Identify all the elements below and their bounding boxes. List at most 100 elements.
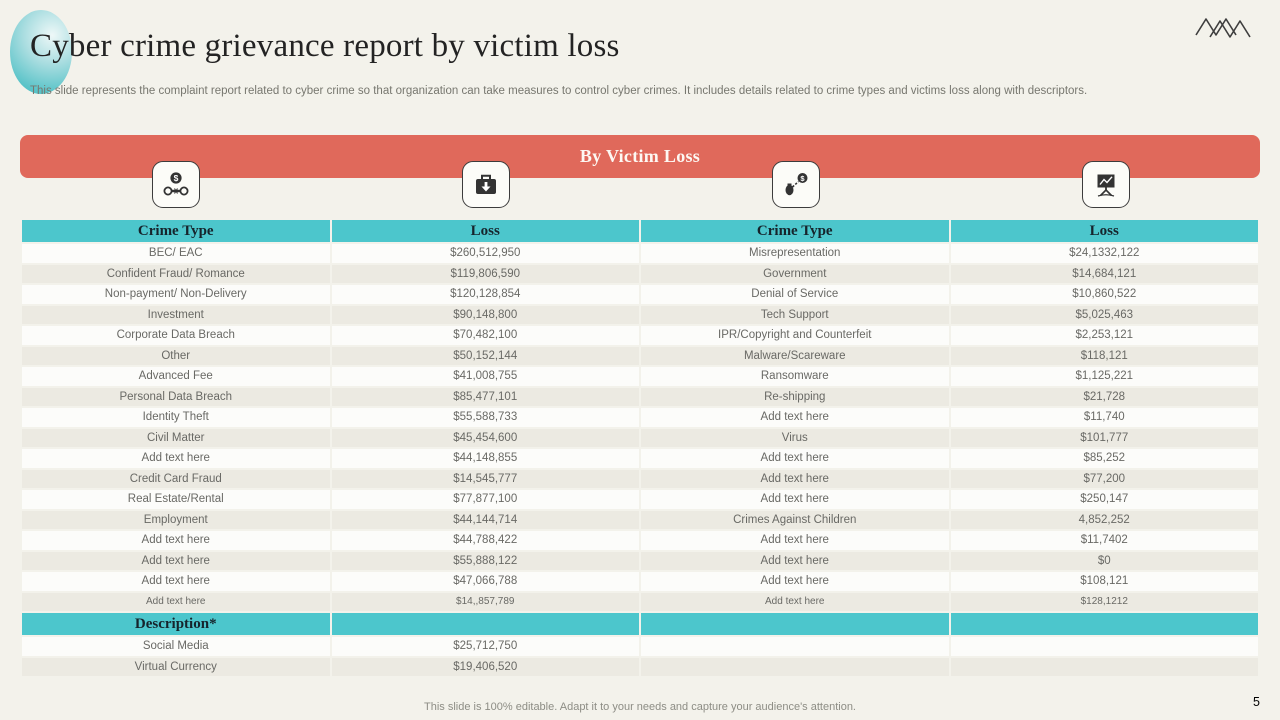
description-header-cell: Description*: [20, 611, 332, 637]
table-cell: Add text here: [20, 549, 332, 572]
table-row: Confident Fraud/ Romance $119,806,590 Gove…: [20, 262, 1260, 285]
table-head: Crime Type Loss Crime Type Loss: [20, 218, 1260, 244]
table-row: Other $50,152,144 Malware/Scareware $118,12…: [20, 344, 1260, 367]
table-cell: Confident Fraud/ Romance: [20, 262, 332, 285]
table-row: Corporate Data Breach $70,482,100 IPR/Copy…: [20, 324, 1260, 347]
table-cell: Non-payment/ Non-Delivery: [20, 283, 332, 306]
table-cell: Add text here: [639, 590, 951, 613]
table-cell: Add text here: [639, 447, 951, 470]
table-cell: Add text here: [639, 570, 951, 593]
table-cell: Civil Matter: [20, 426, 332, 449]
table-cell: Misrepresentation: [639, 242, 951, 265]
table-cell: $77,200: [948, 467, 1260, 490]
icon-box-4: [1082, 161, 1130, 208]
table-cell: $14,684,121: [948, 262, 1260, 285]
table-row: Add text here $14,,857,789 Add text here $1…: [20, 590, 1260, 613]
svg-text:$: $: [800, 174, 805, 183]
table-cell: [639, 635, 951, 658]
table-cell: $55,588,733: [329, 406, 641, 429]
table-cell: $108,121: [948, 570, 1260, 593]
table-cell: $25,712,750: [329, 635, 641, 658]
table-cell: $120,128,854: [329, 283, 641, 306]
table-row: Advanced Fee $41,008,755 Ransomware $1,125,…: [20, 365, 1260, 388]
table-cell: $11,740: [948, 406, 1260, 429]
table-cell: $1,125,221: [948, 365, 1260, 388]
table-cell: Credit Card Fraud: [20, 467, 332, 490]
header-row: Crime Type Loss Crime Type Loss: [20, 218, 1260, 244]
table-cell: Add text here: [639, 406, 951, 429]
table-row: Real Estate/Rental $77,877,100 Add text he…: [20, 488, 1260, 511]
table-row: Add text here $47,066,788 Add text here $10…: [20, 570, 1260, 593]
footer-note: This slide is 100% editable. Adapt it to…: [424, 701, 856, 713]
table-cell: $5,025,463: [948, 303, 1260, 326]
table-cell: [948, 655, 1260, 678]
table-cell: [639, 611, 951, 637]
table-cell: $44,144,714: [329, 508, 641, 531]
icon-box-3: $: [772, 161, 820, 208]
table-cell: $119,806,590: [329, 262, 641, 285]
table-cell: $21,728: [948, 385, 1260, 408]
table-cell: Other: [20, 344, 332, 367]
table-cell: $101,777: [948, 426, 1260, 449]
table-cell: $11,7402: [948, 529, 1260, 552]
slide-subtitle: This slide represents the complaint repo…: [30, 85, 1088, 97]
table-row: Non-payment/ Non-Delivery $120,128,854 Den…: [20, 283, 1260, 306]
table-cell: Social Media: [20, 635, 332, 658]
table-cell: Add text here: [20, 529, 332, 552]
table-row: Investment $90,148,800 Tech Support $5,025,…: [20, 303, 1260, 326]
table-cell: Virus: [639, 426, 951, 449]
table-cell: 4,852,252: [948, 508, 1260, 531]
table-row: BEC/ EAC $260,512,950 Misrepresentation $24…: [20, 242, 1260, 265]
table-cell: $10,860,522: [948, 283, 1260, 306]
table-cell: [948, 611, 1260, 637]
table-cell: $24,1332,122: [948, 242, 1260, 265]
table-row: Identity Theft $55,588,733 Add text here $1…: [20, 406, 1260, 429]
table-cell: Add text here: [639, 529, 951, 552]
table-row: Civil Matter $45,454,600 Virus $101,777: [20, 426, 1260, 449]
table-cell: $260,512,950: [329, 242, 641, 265]
table-cell: $118,121: [948, 344, 1260, 367]
table-cell: IPR/Copyright and Counterfeit: [639, 324, 951, 347]
table-row: Add text here $44,148,855 Add text here $85…: [20, 447, 1260, 470]
column-header: Loss: [948, 218, 1260, 244]
victim-loss-banner: By Victim Loss: [20, 135, 1260, 178]
table-cell: $70,482,100: [329, 324, 641, 347]
table-cell: $2,253,121: [948, 324, 1260, 347]
table-cell: $14,545,777: [329, 467, 641, 490]
page-number: 5: [1253, 695, 1260, 709]
table-row: Credit Card Fraud $14,545,777 Add text her…: [20, 467, 1260, 490]
table-cell: Personal Data Breach: [20, 385, 332, 408]
table-cell: Real Estate/Rental: [20, 488, 332, 511]
table-cell: $85,252: [948, 447, 1260, 470]
dollar-handcuffs-icon: $: [163, 172, 189, 196]
table-cell: Government: [639, 262, 951, 285]
table-cell: $77,877,100: [329, 488, 641, 511]
svg-text:$: $: [174, 173, 179, 183]
column-header: Crime Type: [20, 218, 332, 244]
table-row: Employment $44,144,714 Crimes Against Chil…: [20, 508, 1260, 531]
table-cell: $90,148,800: [329, 303, 641, 326]
table-cell: Malware/Scareware: [639, 344, 951, 367]
page-title: Cyber crime grievance report by victim l…: [30, 28, 620, 64]
table-row: Personal Data Breach $85,477,101 Re-shippi…: [20, 385, 1260, 408]
table-cell: Add text here: [20, 570, 332, 593]
zigzag-logo-icon: [1195, 18, 1251, 38]
table-cell: $41,008,755: [329, 365, 641, 388]
table-cell: [639, 655, 951, 678]
table-cell: $85,477,101: [329, 385, 641, 408]
table-row: Add text here $55,888,122 Add text here $0: [20, 549, 1260, 572]
table-cell: [329, 611, 641, 637]
column-header: Crime Type: [639, 218, 951, 244]
table-cell: $44,788,422: [329, 529, 641, 552]
column-header: Loss: [329, 218, 641, 244]
table-cell: Add text here: [639, 549, 951, 572]
icon-box-2: [462, 161, 510, 208]
table-cell: [948, 635, 1260, 658]
table-row: Add text here $44,788,422 Add text here $11…: [20, 529, 1260, 552]
table-row: Social Media $25,712,750: [20, 635, 1260, 658]
table-cell: $19,406,520: [329, 655, 641, 678]
table-cell: Investment: [20, 303, 332, 326]
table-cell: $55,888,122: [329, 549, 641, 572]
table-cell: Corporate Data Breach: [20, 324, 332, 347]
